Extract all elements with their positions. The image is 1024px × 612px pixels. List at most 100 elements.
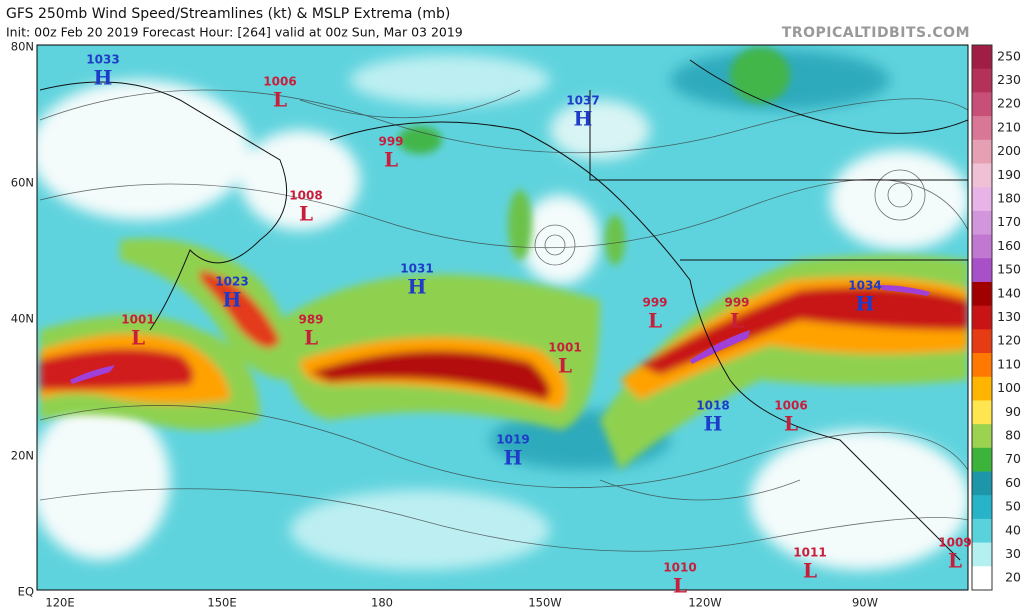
pressure-value: 999	[378, 135, 403, 149]
colorbar-swatch	[972, 518, 992, 544]
colorbar-label: 250	[997, 48, 1021, 63]
colorbar-swatch	[972, 45, 992, 70]
colorbar-swatch	[972, 471, 992, 496]
colorbar-swatch	[972, 495, 992, 520]
pressure-letter: L	[648, 309, 662, 333]
colorbar-frame	[971, 44, 993, 591]
pressure-letter: L	[948, 549, 962, 573]
colorbar-label: 140	[997, 285, 1021, 300]
colorbar-label: 20	[1005, 570, 1021, 585]
lat-label: 60N	[11, 176, 34, 190]
pressure-letter: H	[223, 288, 242, 312]
colorbar-swatch	[972, 542, 992, 567]
pressure-value: 1033	[86, 53, 119, 67]
pressure-letter: L	[784, 412, 798, 436]
pressure-value: 1010	[663, 561, 696, 575]
colorbar-label: 130	[997, 309, 1021, 324]
pressure-letter: L	[803, 559, 817, 583]
pressure-value: 1019	[496, 433, 529, 447]
pressure-letter: H	[408, 275, 427, 299]
colorbar-swatch	[972, 376, 992, 401]
colorbar-label: 150	[997, 262, 1021, 277]
colorbar-swatch	[972, 329, 992, 354]
colorbar-label: 110	[997, 356, 1021, 371]
colorbar-label: 210	[997, 119, 1021, 134]
title: GFS 250mb Wind Speed/Streamlines (kt) & …	[6, 6, 450, 22]
pressure-letter: L	[730, 309, 744, 333]
lon-label: 120W	[688, 596, 721, 610]
colorbar-label: 90	[1005, 404, 1021, 419]
pressure-letter: H	[94, 66, 113, 90]
colorbar-label: 80	[1005, 427, 1021, 442]
lon-label: 90W	[852, 596, 878, 610]
colorbar-label: 170	[997, 214, 1021, 229]
pressure-letter: L	[384, 148, 398, 172]
colorbar-swatch	[972, 305, 992, 330]
lon-labels: 120E 150E 180 150W 120W 90W	[45, 596, 878, 610]
site-name: TROPICALTIDBITS.COM	[782, 25, 970, 41]
pressure-value: 1034	[848, 279, 881, 293]
colorbar-swatch	[972, 566, 992, 591]
colorbar-swatch	[972, 187, 992, 212]
colorbar: 250 230 220 210 200 190 180 170 160 150 140 130 120 1…	[971, 44, 1021, 591]
colorbar-label: 230	[997, 72, 1021, 87]
pressure-value: 1001	[121, 313, 154, 327]
colorbar-label: 70	[1005, 451, 1021, 466]
colorbar-label: 190	[997, 167, 1021, 182]
colorbar-swatch	[972, 92, 992, 117]
colorbar-swatch	[972, 210, 992, 236]
pressure-letter: H	[574, 107, 593, 131]
pressure-value: 1008	[289, 189, 322, 203]
pressure-value: 1023	[215, 275, 248, 289]
pressure-letter: L	[273, 88, 287, 112]
pressure-value: 1031	[400, 262, 433, 276]
colorbar-swatch	[972, 447, 992, 473]
lat-label: EQ	[18, 585, 34, 599]
colorbar-swatch	[972, 400, 992, 425]
lat-label: 20N	[11, 449, 34, 463]
pressure-letter: H	[704, 412, 723, 436]
pressure-letter: H	[856, 292, 875, 316]
pressure-value: 1011	[793, 546, 826, 560]
colorbar-swatch	[972, 116, 992, 141]
lon-label: 150E	[207, 596, 236, 610]
colorbar-swatch	[972, 163, 992, 188]
lon-label: 120E	[45, 596, 74, 610]
lat-label: 40N	[11, 312, 34, 326]
colorbar-label: 120	[997, 333, 1021, 348]
colorbar-label: 60	[1005, 475, 1021, 490]
pressure-value: 999	[724, 296, 749, 310]
colorbar-label: 50	[1005, 499, 1021, 514]
colorbar-label: 100	[997, 380, 1021, 395]
lat-label: 80N	[11, 40, 34, 54]
pressure-letter: L	[673, 574, 687, 598]
pressure-value: 1009	[938, 536, 971, 550]
colorbar-label: 180	[997, 191, 1021, 206]
pressure-letter: L	[131, 326, 145, 350]
lon-label: 150W	[528, 596, 561, 610]
colorbar-label: 40	[1005, 522, 1021, 537]
pressure-letter: L	[299, 202, 313, 226]
colorbar-swatch	[972, 353, 992, 378]
wind-field	[37, 45, 968, 590]
colorbar-swatch	[972, 139, 992, 164]
colorbar-swatch	[972, 424, 992, 449]
pressure-value: 1018	[696, 399, 729, 413]
colorbar-label: 220	[997, 96, 1021, 111]
colorbar-swatch	[972, 281, 992, 307]
colorbar-label: 200	[997, 143, 1021, 158]
pressure-value: 1006	[774, 399, 807, 413]
lat-labels: 80N 60N 40N 20N EQ	[11, 40, 34, 599]
pressure-value: 1001	[548, 341, 581, 355]
pressure-value: 1006	[263, 75, 296, 89]
map-frame	[36, 44, 969, 591]
colorbar-swatch	[972, 258, 992, 283]
colorbar-label: 30	[1005, 546, 1021, 561]
pressure-value: 1037	[566, 94, 599, 108]
colorbar-swatch	[972, 234, 992, 259]
colorbar-swatch	[972, 68, 992, 93]
pressure-value: 989	[298, 313, 323, 327]
